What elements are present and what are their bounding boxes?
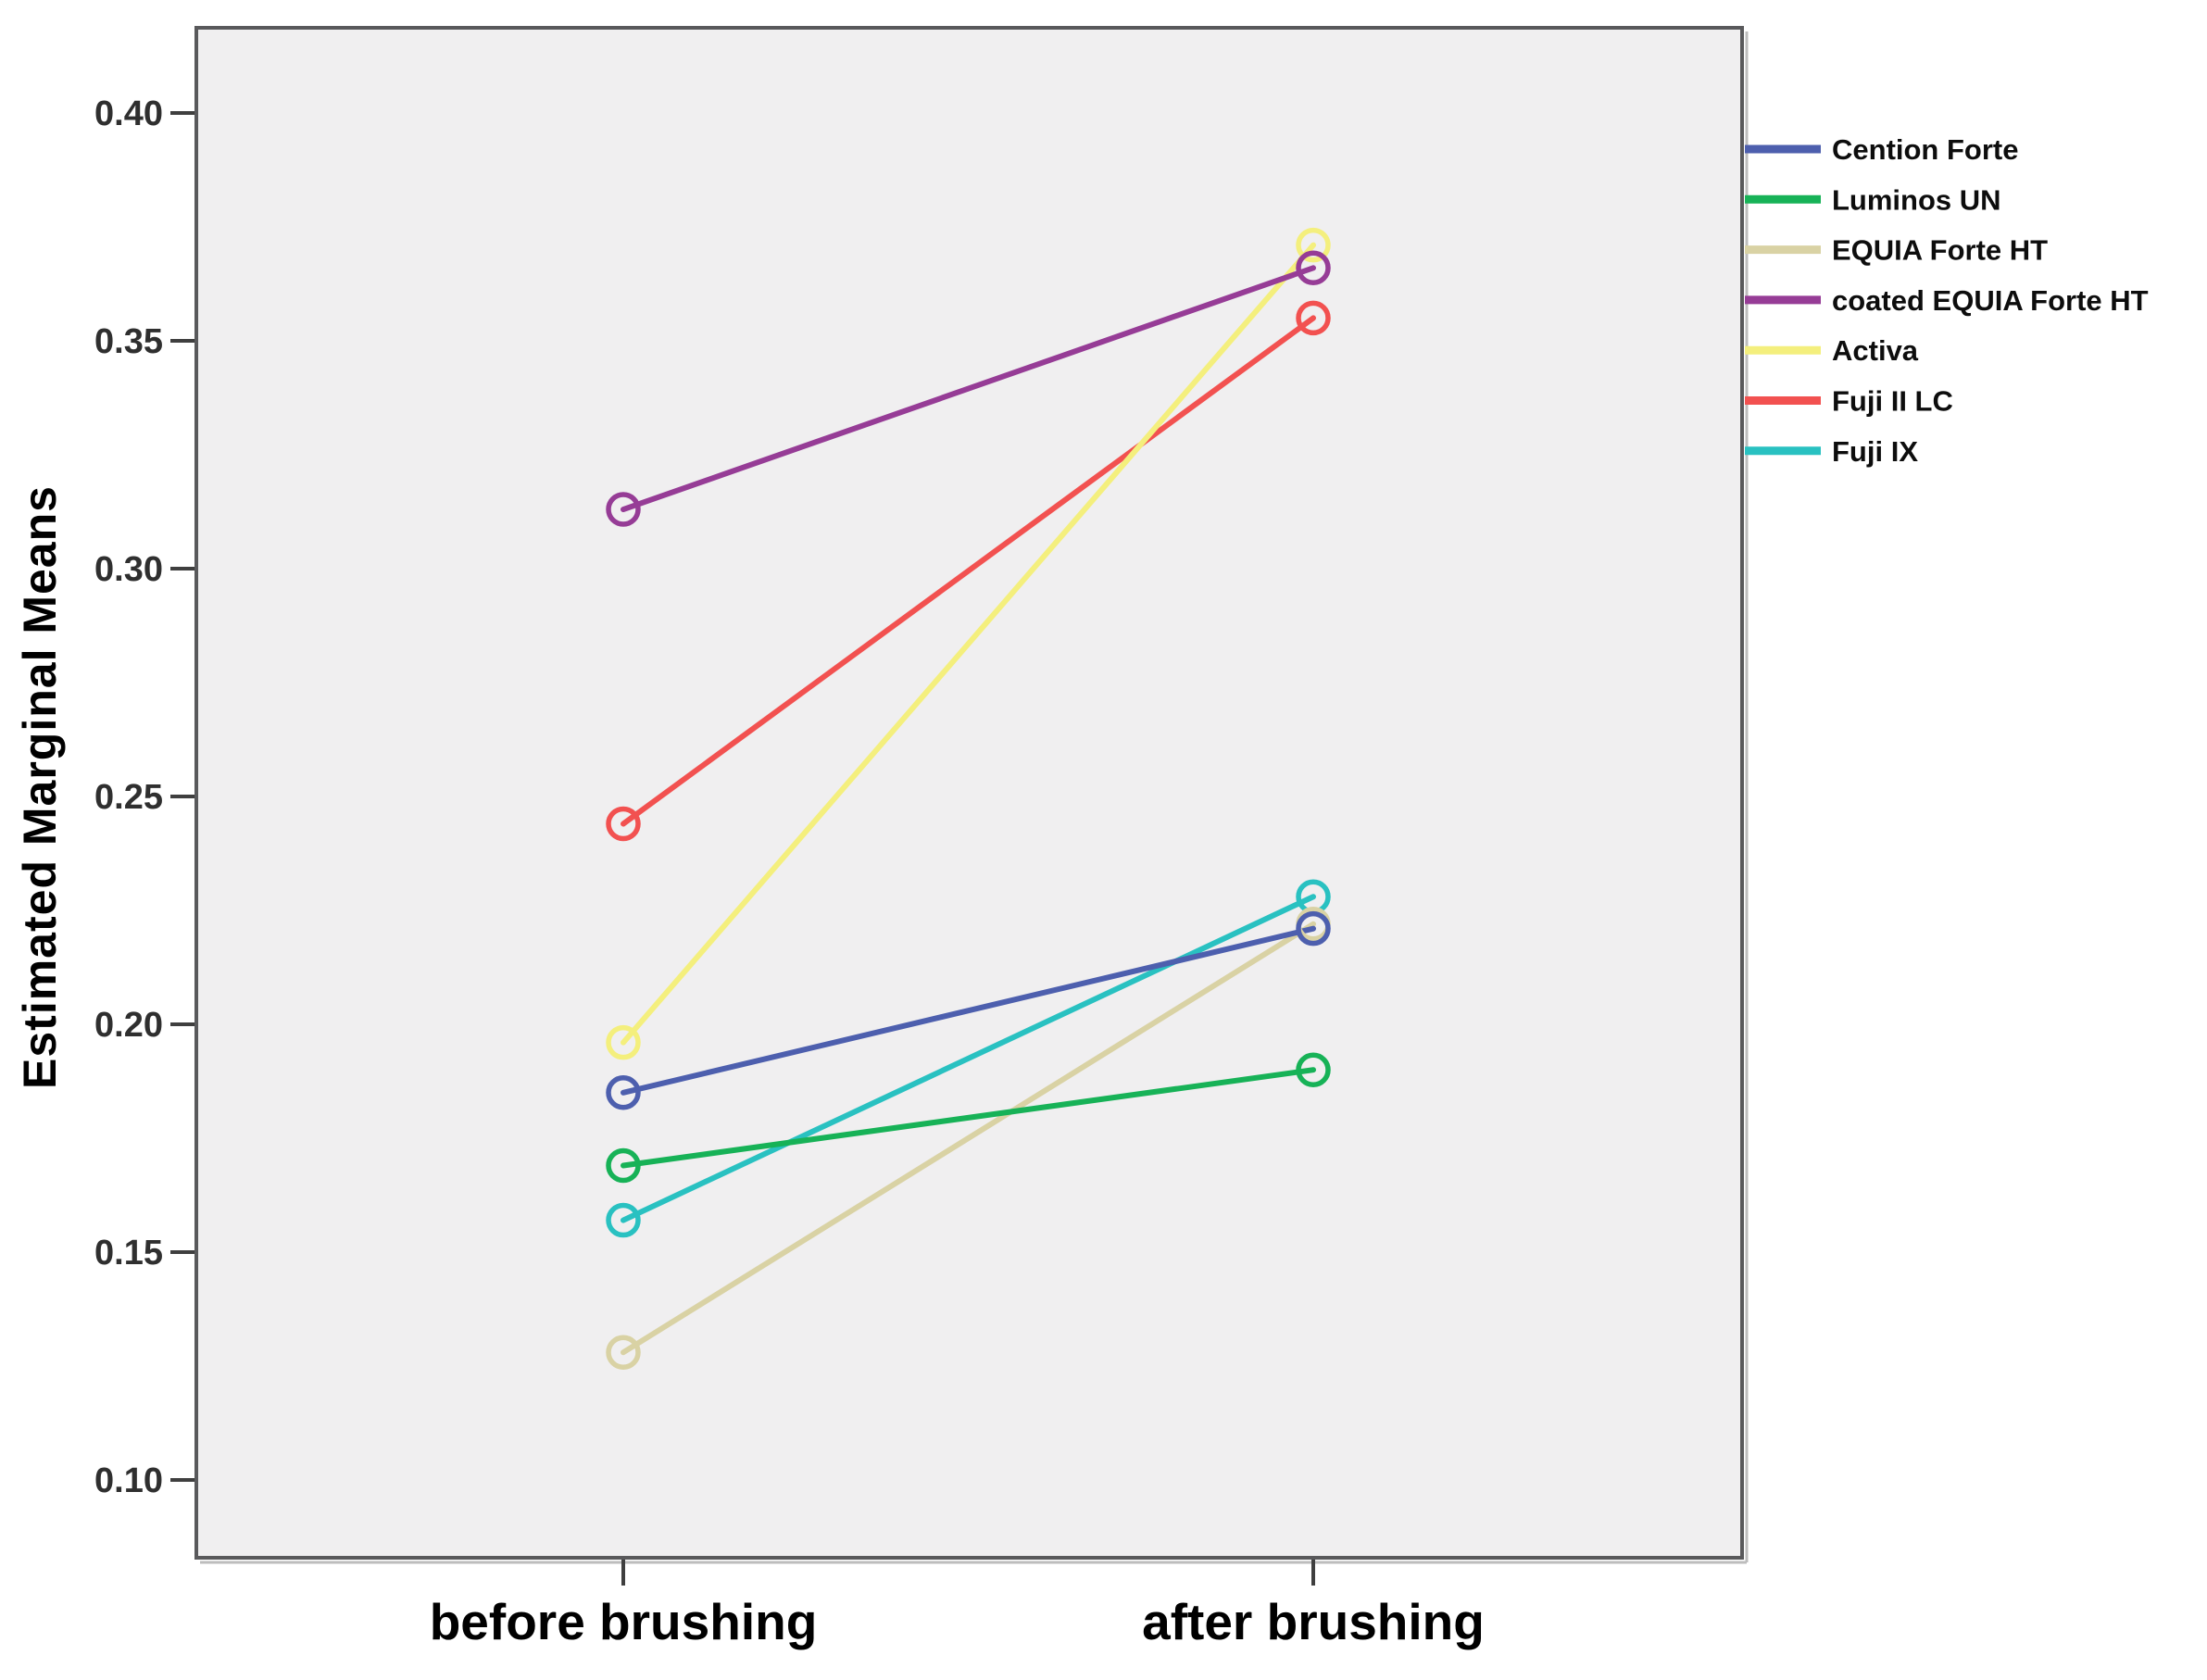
legend-item-luminos-un: Luminos UN	[1745, 183, 2001, 216]
series-marker-activa-after-brushing	[1296, 227, 1331, 263]
legend-item-coated-equia-forte-ht: coated EQUIA Forte HT	[1745, 284, 2149, 317]
x-axis-category-label: before brushing	[430, 1593, 818, 1650]
legend-label-fuji-ix: Fuji IX	[1832, 435, 1918, 468]
y-axis-tick-label: 0.10	[94, 1461, 163, 1500]
series-line-fuji-ii-lc	[621, 315, 1316, 827]
series-line-cention-forte	[621, 925, 1316, 1096]
legend-item-fuji-ix: Fuji IX	[1745, 435, 1918, 468]
y-axis-tick-label: 0.40	[94, 94, 163, 133]
legend-item-cention-forte: Cention Forte	[1745, 133, 2019, 166]
y-axis-tick-label: 0.20	[94, 1006, 163, 1045]
series-line-luminos-un	[621, 1067, 1316, 1169]
series-marker-fuji-ix-before-brushing	[606, 1202, 641, 1238]
legend-label-equia-forte-ht: EQUIA Forte HT	[1832, 234, 2048, 267]
y-axis-tick-label: 0.25	[94, 778, 163, 817]
legend-label-activa: Activa	[1832, 334, 1919, 367]
series-marker-activa-before-brushing	[606, 1024, 641, 1060]
y-axis-tick-label: 0.30	[94, 550, 163, 589]
series-marker-fuji-ii-lc-before-brushing	[606, 806, 641, 842]
y-axis-title: Estimated Marginal Means	[14, 485, 66, 1089]
series-line-activa	[621, 242, 1316, 1046]
series-marker-coated-equia-forte-ht-before-brushing	[606, 492, 641, 527]
series-markers-group	[606, 227, 1331, 1370]
legend-label-fuji-ii-lc: Fuji II LC	[1832, 385, 1953, 418]
legend: Cention Forte Luminos UN EQUIA Forte HT coa…	[1745, 133, 2149, 468]
plot-box-border	[194, 26, 1744, 1560]
legend-item-activa: Activa	[1745, 334, 1919, 367]
series-marker-equia-forte-ht-before-brushing	[606, 1335, 641, 1370]
legend-label-cention-forte: Cention Forte	[1832, 133, 2019, 166]
legend-item-equia-forte-ht: EQUIA Forte HT	[1745, 234, 2048, 267]
plot-area-background	[196, 28, 1742, 1558]
legend-item-fuji-ii-lc: Fuji II LC	[1745, 385, 1953, 418]
x-axis-category-label: after brushing	[1142, 1593, 1485, 1650]
series-line-coated-equia-forte-ht	[621, 265, 1316, 513]
y-axis-tick-label: 0.35	[94, 322, 163, 361]
y-axis-tick-label: 0.15	[94, 1234, 163, 1273]
series-marker-luminos-un-after-brushing	[1296, 1052, 1331, 1087]
series-line-fuji-ix	[621, 894, 1316, 1223]
legend-label-coated-equia-forte-ht: coated EQUIA Forte HT	[1832, 284, 2149, 317]
series-marker-fuji-ii-lc-after-brushing	[1296, 300, 1331, 336]
legend-label-luminos-un: Luminos UN	[1832, 183, 2001, 216]
series-marker-cention-forte-after-brushing	[1296, 910, 1331, 947]
series-marker-coated-equia-forte-ht-after-brushing	[1296, 250, 1331, 286]
series-lines-group	[621, 242, 1316, 1356]
series-marker-cention-forte-before-brushing	[606, 1075, 641, 1110]
series-line-equia-forte-ht	[621, 921, 1316, 1356]
series-marker-luminos-un-before-brushing	[606, 1147, 641, 1184]
